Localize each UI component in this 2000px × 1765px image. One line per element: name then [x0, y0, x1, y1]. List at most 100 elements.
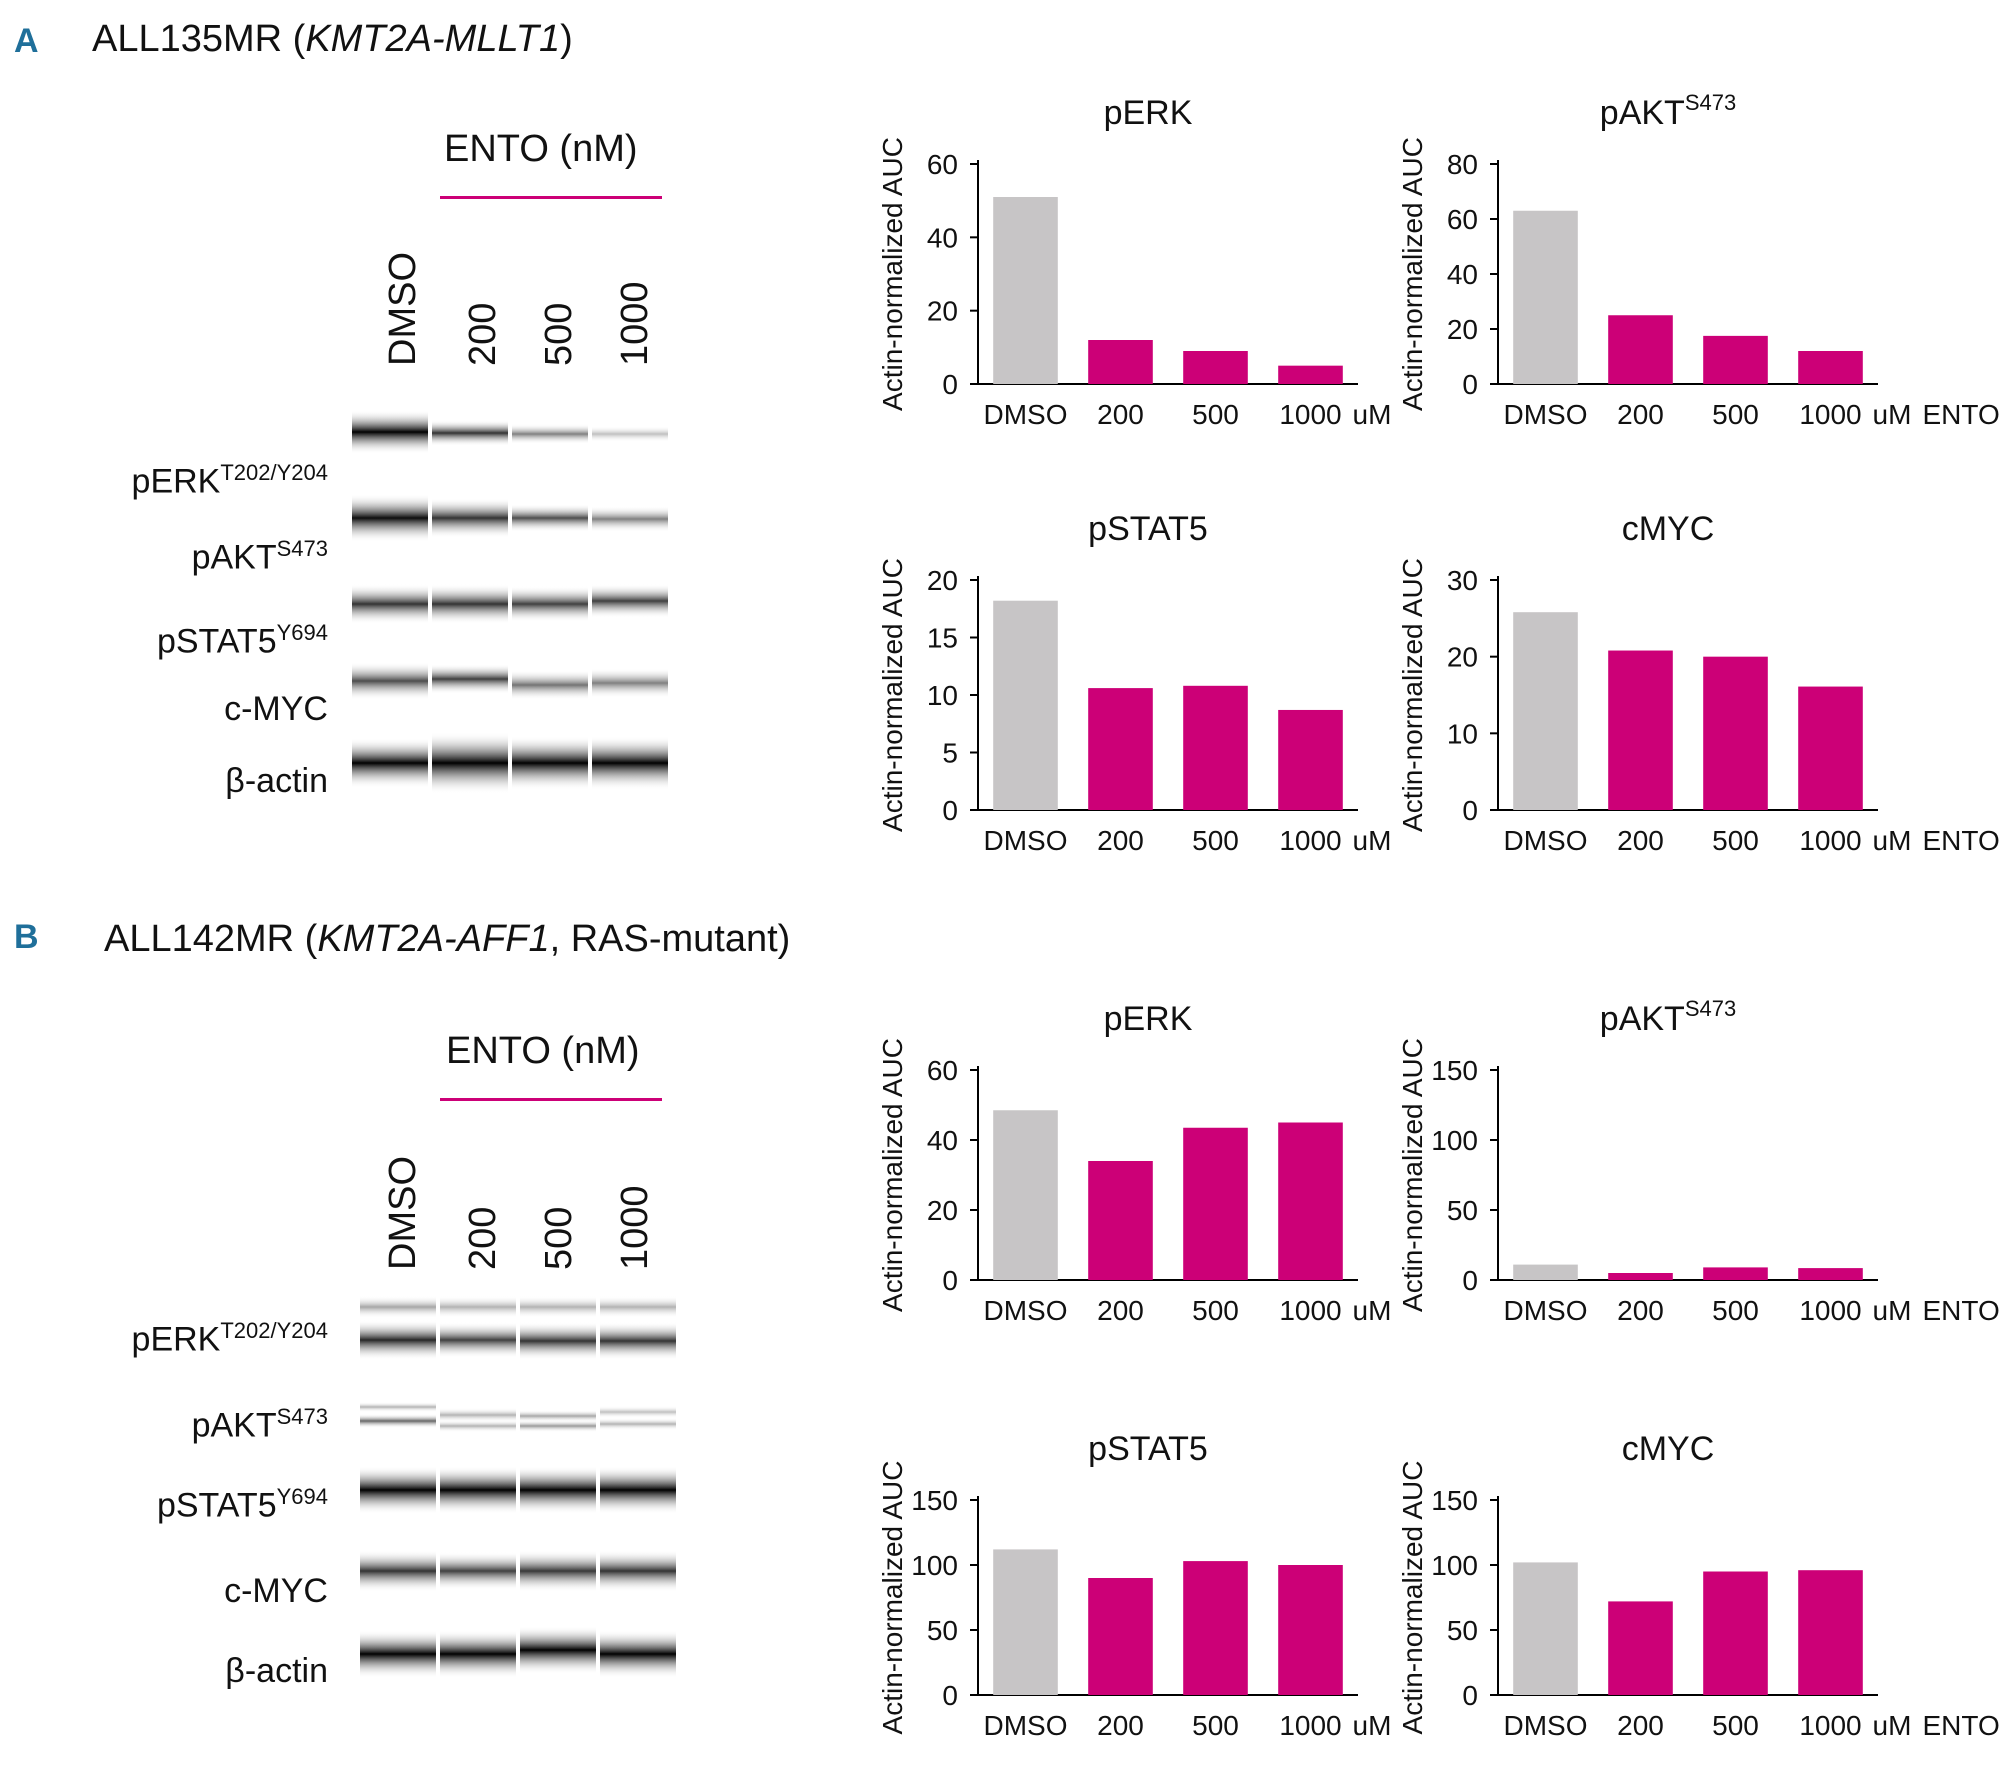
x-tick-label: 200: [1097, 1295, 1144, 1326]
y-tick-label: 5: [942, 738, 958, 769]
x-tick-label: 1000: [1799, 399, 1861, 430]
y-tick-label: 60: [927, 1055, 958, 1086]
blot-image-a: [352, 410, 668, 794]
protein-label-pakt: pAKTS473: [191, 536, 328, 577]
bar-dmso: [993, 600, 1058, 810]
bar-200: [1088, 688, 1153, 810]
x-tick-label: 200: [1617, 1710, 1664, 1741]
bar-200: [1608, 1601, 1673, 1695]
lane-label-1000: 1000: [614, 281, 656, 366]
bar-200: [1608, 1273, 1673, 1280]
y-tick-label: 40: [1447, 259, 1478, 290]
title-gene: KMT2A-MLLT1: [305, 18, 561, 60]
chart-title-sup: S473: [1685, 90, 1736, 115]
y-tick-label: 20: [1447, 314, 1478, 345]
bar-200: [1088, 1578, 1153, 1695]
x-tick-label: DMSO: [1504, 825, 1588, 856]
y-axis-label: Actin-normalized AUC: [877, 1461, 908, 1735]
bar-500: [1183, 351, 1248, 384]
bar-dmso: [1513, 1264, 1578, 1280]
chart-b-pstat5: pSTAT5 Actin-normalized AUC 0 50 100 150 DMSO 2…: [877, 1430, 1391, 1741]
x-trailing-label: ENTO: [1923, 1710, 2000, 1741]
chart-a-pstat5: pSTAT5 Actin-normalized AUC 0 5 10 15 20 DMSO 20…: [877, 510, 1392, 856]
bar-dmso: [1513, 210, 1578, 384]
y-axis-label: Actin-normalized AUC: [877, 137, 908, 411]
protein-label-cmyc: c-MYC: [224, 690, 328, 728]
lane-label-500: 500: [538, 302, 580, 366]
x-tick-label: DMSO: [1504, 1295, 1588, 1326]
lane-label-200: 200: [462, 302, 504, 366]
bar-500: [1703, 1571, 1768, 1695]
bar-1000: [1278, 1565, 1343, 1695]
protein-label-pstat5: pSTAT5Y694: [156, 620, 328, 661]
lane-label-200: 200: [462, 1206, 504, 1270]
title-suffix: ): [560, 18, 573, 60]
y-axis-label: Actin-normalized AUC: [1397, 1461, 1428, 1735]
x-tick-label: 200: [1617, 825, 1664, 856]
lane-label-dmso: DMSO: [382, 252, 424, 366]
bar-dmso: [1513, 612, 1578, 810]
chart-title: pERK: [1104, 1000, 1193, 1038]
y-axis-label: Actin-normalized AUC: [1397, 558, 1428, 832]
protein-label-cmyc: c-MYC: [224, 1572, 328, 1610]
x-tick-label: 200: [1097, 399, 1144, 430]
x-tick-label: 1000: [1279, 399, 1341, 430]
y-tick-label: 0: [942, 795, 958, 826]
panel-letter-b: B: [14, 918, 39, 956]
title-prefix: ALL142MR (: [104, 918, 318, 960]
y-tick-label: 10: [1447, 718, 1478, 749]
x-tick-label: 500: [1712, 399, 1759, 430]
x-tick-label: DMSO: [1504, 399, 1588, 430]
y-tick-label: 100: [1431, 1125, 1478, 1156]
x-tick-label: 200: [1097, 825, 1144, 856]
lane-label-1000: 1000: [614, 1185, 656, 1270]
y-axis-label: Actin-normalized AUC: [877, 1038, 908, 1312]
x-tick-label: 500: [1192, 825, 1239, 856]
protein-label-perk: pERKT202/Y204: [131, 460, 328, 501]
x-tick-label: DMSO: [984, 1710, 1068, 1741]
y-tick-label: 150: [1431, 1055, 1478, 1086]
x-tick-label: 500: [1192, 399, 1239, 430]
x-tick-label: 500: [1192, 1710, 1239, 1741]
y-tick-label: 50: [1447, 1615, 1478, 1646]
chart-b-perk: pERK Actin-normalized AUC 0 20 40 60 DMSO 200 50…: [877, 1000, 1391, 1326]
bar-200: [1088, 340, 1153, 384]
bar-200: [1608, 650, 1673, 810]
x-tick-label: 1000: [1279, 1295, 1341, 1326]
x-tick-label: 500: [1712, 1295, 1759, 1326]
title-gene: KMT2A-AFF1: [317, 918, 550, 960]
bar-200: [1608, 315, 1673, 384]
panel-b-title: ALL142MR (KMT2A-AFF1, RAS-mutant): [104, 918, 790, 961]
ento-label: ENTO (nM): [444, 128, 638, 170]
x-trailing-label: ENTO: [1923, 399, 2000, 430]
bar-500: [1183, 685, 1248, 810]
chart-title: pSTAT5: [1088, 510, 1208, 548]
chart-title: pSTAT5: [1088, 1430, 1208, 1468]
y-tick-label: 0: [1462, 369, 1478, 400]
y-axis-label: Actin-normalized AUC: [877, 558, 908, 832]
bar-dmso: [993, 197, 1058, 384]
bar-dmso: [993, 1110, 1058, 1280]
y-tick-label: 20: [927, 296, 958, 327]
chart-b-pakt: pAKTS473 Actin-normalized AUC 0 50 100 150 DMS…: [1397, 996, 2000, 1326]
y-tick-label: 15: [927, 623, 958, 654]
blot-image-b: [360, 1296, 676, 1678]
x-unit-label: uM: [1873, 825, 1912, 856]
y-axis-label: Actin-normalized AUC: [1397, 137, 1428, 411]
panel-letter-a: A: [14, 22, 39, 60]
ento-bracket-line: [440, 196, 662, 199]
protein-label-perk: pERKT202/Y204: [131, 1318, 328, 1359]
bar-dmso: [1513, 1562, 1578, 1695]
y-tick-label: 0: [942, 369, 958, 400]
x-unit-label: uM: [1353, 825, 1392, 856]
y-tick-label: 30: [1447, 565, 1478, 596]
protein-label-bactin: β-actin: [225, 1652, 328, 1690]
y-tick-label: 100: [1431, 1550, 1478, 1581]
x-unit-label: uM: [1873, 1295, 1912, 1326]
chart-a-perk: pERK Actin-normalized AUC 0 20 40 60 DMSO 200 50…: [877, 94, 1391, 430]
title-suffix: , RAS-mutant): [549, 918, 791, 960]
x-tick-label: DMSO: [984, 399, 1068, 430]
x-unit-label: uM: [1873, 1710, 1912, 1741]
x-tick-label: DMSO: [1504, 1710, 1588, 1741]
bar-1000: [1278, 709, 1343, 810]
